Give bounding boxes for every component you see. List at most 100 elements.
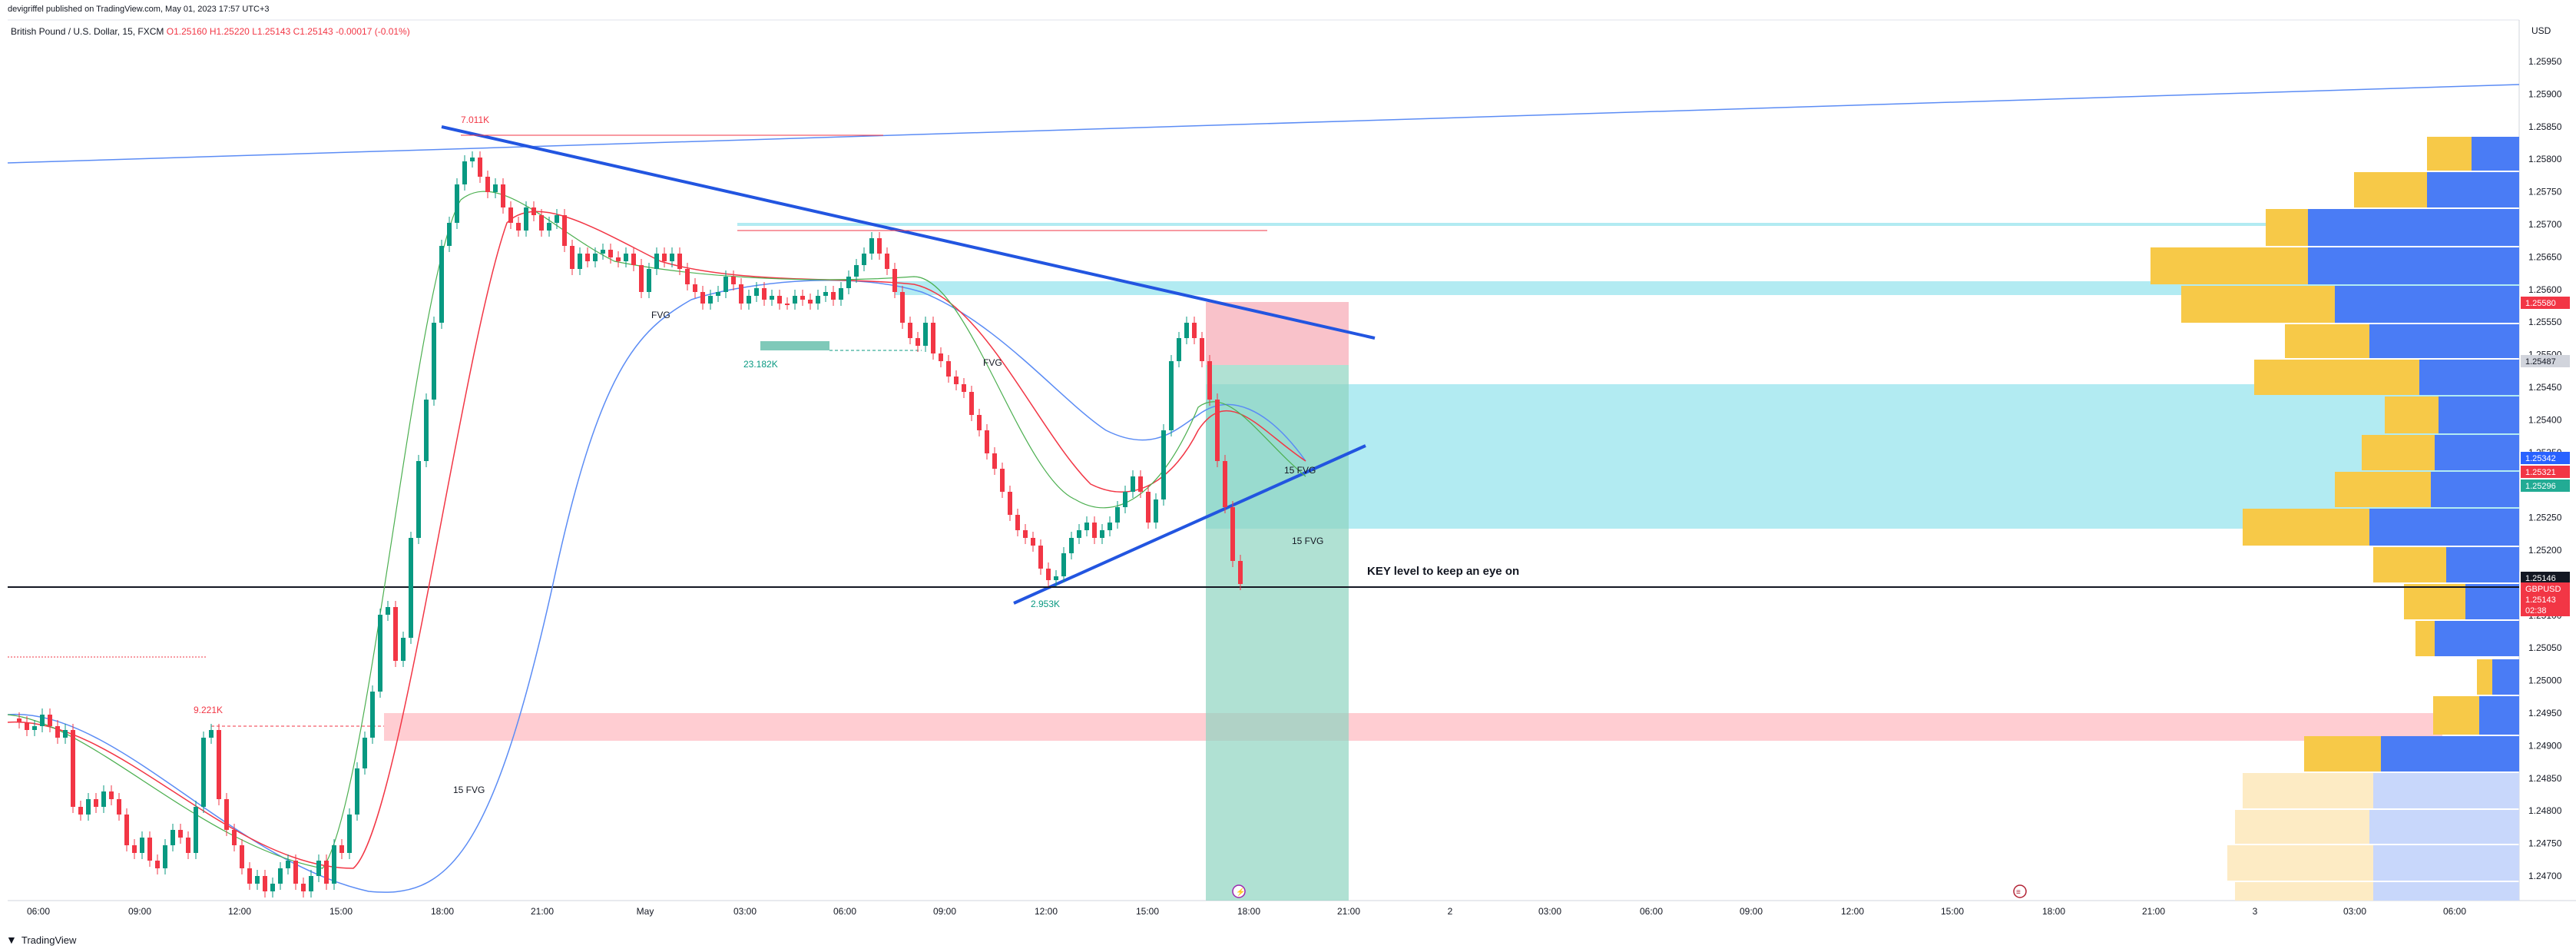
candle-body bbox=[1123, 492, 1127, 507]
time-tick: 15:00 bbox=[1941, 906, 1964, 917]
time-tick: 15:00 bbox=[1136, 906, 1159, 917]
candle-body bbox=[570, 246, 574, 269]
candle-body bbox=[1138, 476, 1143, 492]
candle-body bbox=[1008, 492, 1012, 515]
key-level-label: KEY level to keep an eye on bbox=[1367, 565, 1519, 578]
candle-body bbox=[378, 615, 382, 692]
time-tick: 06:00 bbox=[833, 906, 856, 917]
time-tick: 21:00 bbox=[531, 906, 554, 917]
candle-body bbox=[286, 861, 290, 868]
candle-body bbox=[470, 158, 475, 161]
take-profit-zone[interactable] bbox=[1206, 365, 1349, 901]
candle-body bbox=[1015, 515, 1020, 530]
candle-body bbox=[1223, 461, 1227, 507]
time-axis[interactable]: 06:00 09:00 12:00 15:00 18:00 21:00 May 03:00 06… bbox=[27, 906, 2466, 917]
ohlc-high: H1.25220 bbox=[209, 26, 250, 37]
candle-body bbox=[939, 353, 943, 361]
candle-body bbox=[25, 722, 29, 730]
candle-body bbox=[662, 254, 667, 261]
candle-body bbox=[616, 257, 621, 261]
price-tick: 1.25450 bbox=[2528, 382, 2562, 393]
candle-body bbox=[1100, 530, 1104, 538]
brand-name: TradingView bbox=[21, 934, 77, 946]
price-tick: 1.24700 bbox=[2528, 871, 2562, 881]
candle-body bbox=[762, 288, 767, 300]
upper-trend-line[interactable] bbox=[7, 84, 2520, 164]
fvg-zone-thin[interactable] bbox=[737, 223, 2519, 226]
us-flag-icon[interactable] bbox=[2013, 884, 2027, 898]
candle-body bbox=[900, 292, 905, 323]
candle-body bbox=[1038, 546, 1043, 569]
price-tick: 1.25000 bbox=[2528, 675, 2562, 686]
supply-zone-lower[interactable] bbox=[384, 713, 2442, 741]
price-tick: 1.25750 bbox=[2528, 187, 2562, 197]
time-tick: 12:00 bbox=[1035, 906, 1058, 917]
ohlc-open: O1.25160 bbox=[166, 26, 207, 37]
candle-body bbox=[777, 296, 782, 304]
candle-body bbox=[117, 799, 121, 815]
price-badge: 1.25321 bbox=[2521, 466, 2570, 478]
candle-body bbox=[800, 296, 805, 300]
stop-loss-zone[interactable] bbox=[1206, 302, 1349, 365]
fvg-zone-main[interactable] bbox=[1206, 384, 2519, 529]
price-tick: 1.25950 bbox=[2528, 56, 2562, 67]
candle-body bbox=[501, 184, 505, 207]
ohlc-close: C1.25143 bbox=[293, 26, 333, 37]
candle-body bbox=[739, 284, 743, 304]
lightning-icon[interactable] bbox=[1232, 884, 1246, 898]
price-tick: 1.24950 bbox=[2528, 708, 2562, 718]
svg-text:1.25146: 1.25146 bbox=[2525, 574, 2556, 583]
svg-text:GBPUSD: GBPUSD bbox=[2525, 585, 2561, 594]
candle-body bbox=[562, 215, 567, 246]
candle-body bbox=[462, 161, 467, 184]
fvg-zone-upper[interactable] bbox=[895, 281, 2519, 295]
svg-text:1.25143: 1.25143 bbox=[2525, 596, 2556, 605]
time-tick: 21:00 bbox=[2142, 906, 2165, 917]
time-tick: 2 bbox=[1448, 906, 1453, 917]
candle-body bbox=[508, 207, 513, 223]
candle-body bbox=[1230, 507, 1235, 561]
price-badge: 1.25342 bbox=[2521, 452, 2570, 464]
candle-body bbox=[816, 296, 820, 304]
time-tick: 03:00 bbox=[2343, 906, 2366, 917]
candle-body bbox=[608, 250, 613, 257]
footer-brand[interactable]: ▼ TradingView bbox=[6, 934, 76, 946]
candle-body bbox=[823, 292, 828, 296]
candle-body bbox=[217, 730, 221, 799]
candle-body bbox=[1023, 530, 1028, 538]
candle-body bbox=[1207, 361, 1212, 400]
candle-body bbox=[808, 300, 813, 304]
candle-body bbox=[178, 830, 183, 838]
candle-body bbox=[716, 292, 720, 296]
candle-body bbox=[923, 323, 928, 346]
price-badge: 1.25146 bbox=[2521, 572, 2570, 584]
ma-green bbox=[7, 191, 1306, 869]
candle-body bbox=[985, 430, 989, 453]
candle-body bbox=[147, 838, 152, 861]
candle-body bbox=[931, 323, 935, 353]
candle-body bbox=[877, 238, 882, 254]
candle-body bbox=[447, 223, 452, 246]
candle-body bbox=[693, 284, 697, 292]
svg-text:1.25342: 1.25342 bbox=[2525, 454, 2556, 463]
candle-body bbox=[270, 884, 275, 891]
candle-body bbox=[700, 292, 705, 304]
candle-body bbox=[1161, 430, 1166, 499]
candle-body bbox=[654, 254, 659, 269]
candle-body bbox=[1215, 400, 1220, 461]
ohlc-change: -0.00017 (-0.01%) bbox=[336, 26, 410, 37]
candle-body bbox=[770, 296, 774, 300]
svg-text:1.25296: 1.25296 bbox=[2525, 482, 2556, 491]
candle-body bbox=[524, 207, 528, 231]
candle-body bbox=[593, 254, 598, 261]
candle-body bbox=[78, 807, 83, 815]
time-tick: May bbox=[637, 906, 654, 917]
candle-body bbox=[869, 238, 874, 254]
descending-trend-line[interactable] bbox=[441, 125, 1376, 340]
candle-body bbox=[731, 277, 736, 284]
time-tick: 15:00 bbox=[329, 906, 353, 917]
candle-body bbox=[155, 861, 160, 868]
candle-body bbox=[355, 768, 359, 815]
ascending-trend-line[interactable] bbox=[1013, 444, 1366, 605]
